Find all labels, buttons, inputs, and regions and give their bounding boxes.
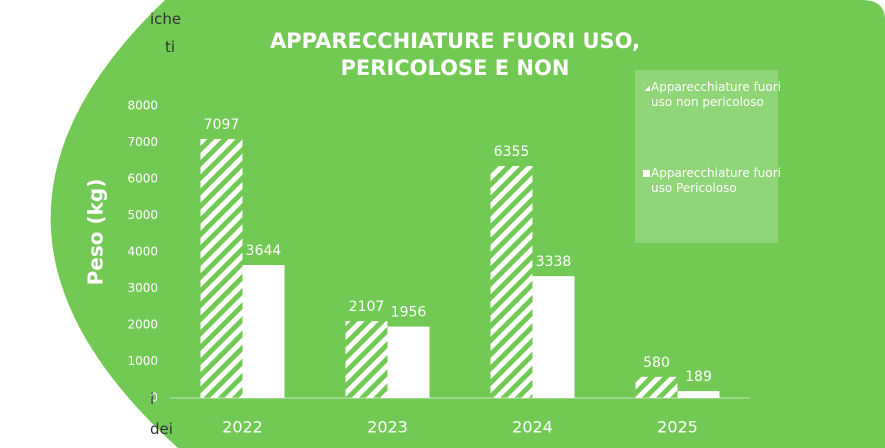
bar: [677, 391, 720, 398]
y-tick-label: 6000: [127, 172, 158, 186]
legend-swatch: [643, 84, 650, 91]
y-tick-label: 0: [150, 391, 158, 405]
y-tick-label: 8000: [127, 99, 158, 113]
legend-label: Apparecchiature fuori uso non pericoloso: [651, 80, 781, 109]
legend-label: Apparecchiature fuori uso Pericoloso: [651, 166, 781, 195]
side-text: i: [150, 390, 155, 408]
x-tick-label: 2024: [512, 418, 553, 437]
y-tick-label: 2000: [127, 318, 158, 332]
bar: [200, 138, 243, 398]
side-text: dei: [150, 420, 173, 438]
side-text: ti: [165, 38, 176, 56]
y-axis-label: Peso (kg): [84, 179, 108, 286]
data-label: 3338: [536, 254, 572, 270]
x-tick-label: 2025: [657, 418, 698, 437]
bar: [387, 326, 430, 398]
y-tick-label: 1000: [127, 354, 158, 368]
x-tick-label: 2023: [367, 418, 408, 437]
y-tick-label: 3000: [127, 281, 158, 295]
y-tick-label: 4000: [127, 245, 158, 259]
data-label: 2107: [349, 299, 385, 315]
bar: [242, 264, 285, 398]
bar: [490, 166, 533, 398]
bar: [345, 321, 388, 398]
chart-title: APPARECCHIATURE FUORI USO, PERICOLOSE E …: [269, 29, 640, 80]
legend-box: [635, 70, 778, 243]
y-tick-label: 5000: [127, 208, 158, 222]
x-tick-label: 2022: [222, 418, 263, 437]
bar: [532, 276, 575, 398]
data-label: 7097: [204, 117, 240, 133]
data-label: 1956: [391, 305, 427, 321]
data-label: 189: [685, 369, 712, 385]
y-tick-label: 7000: [127, 135, 158, 149]
bar: [635, 376, 678, 398]
data-label: 3644: [246, 243, 282, 259]
legend-swatch: [643, 170, 650, 177]
data-label: 6355: [494, 144, 530, 160]
side-text: iche: [150, 10, 182, 28]
data-label: 580: [643, 355, 670, 371]
